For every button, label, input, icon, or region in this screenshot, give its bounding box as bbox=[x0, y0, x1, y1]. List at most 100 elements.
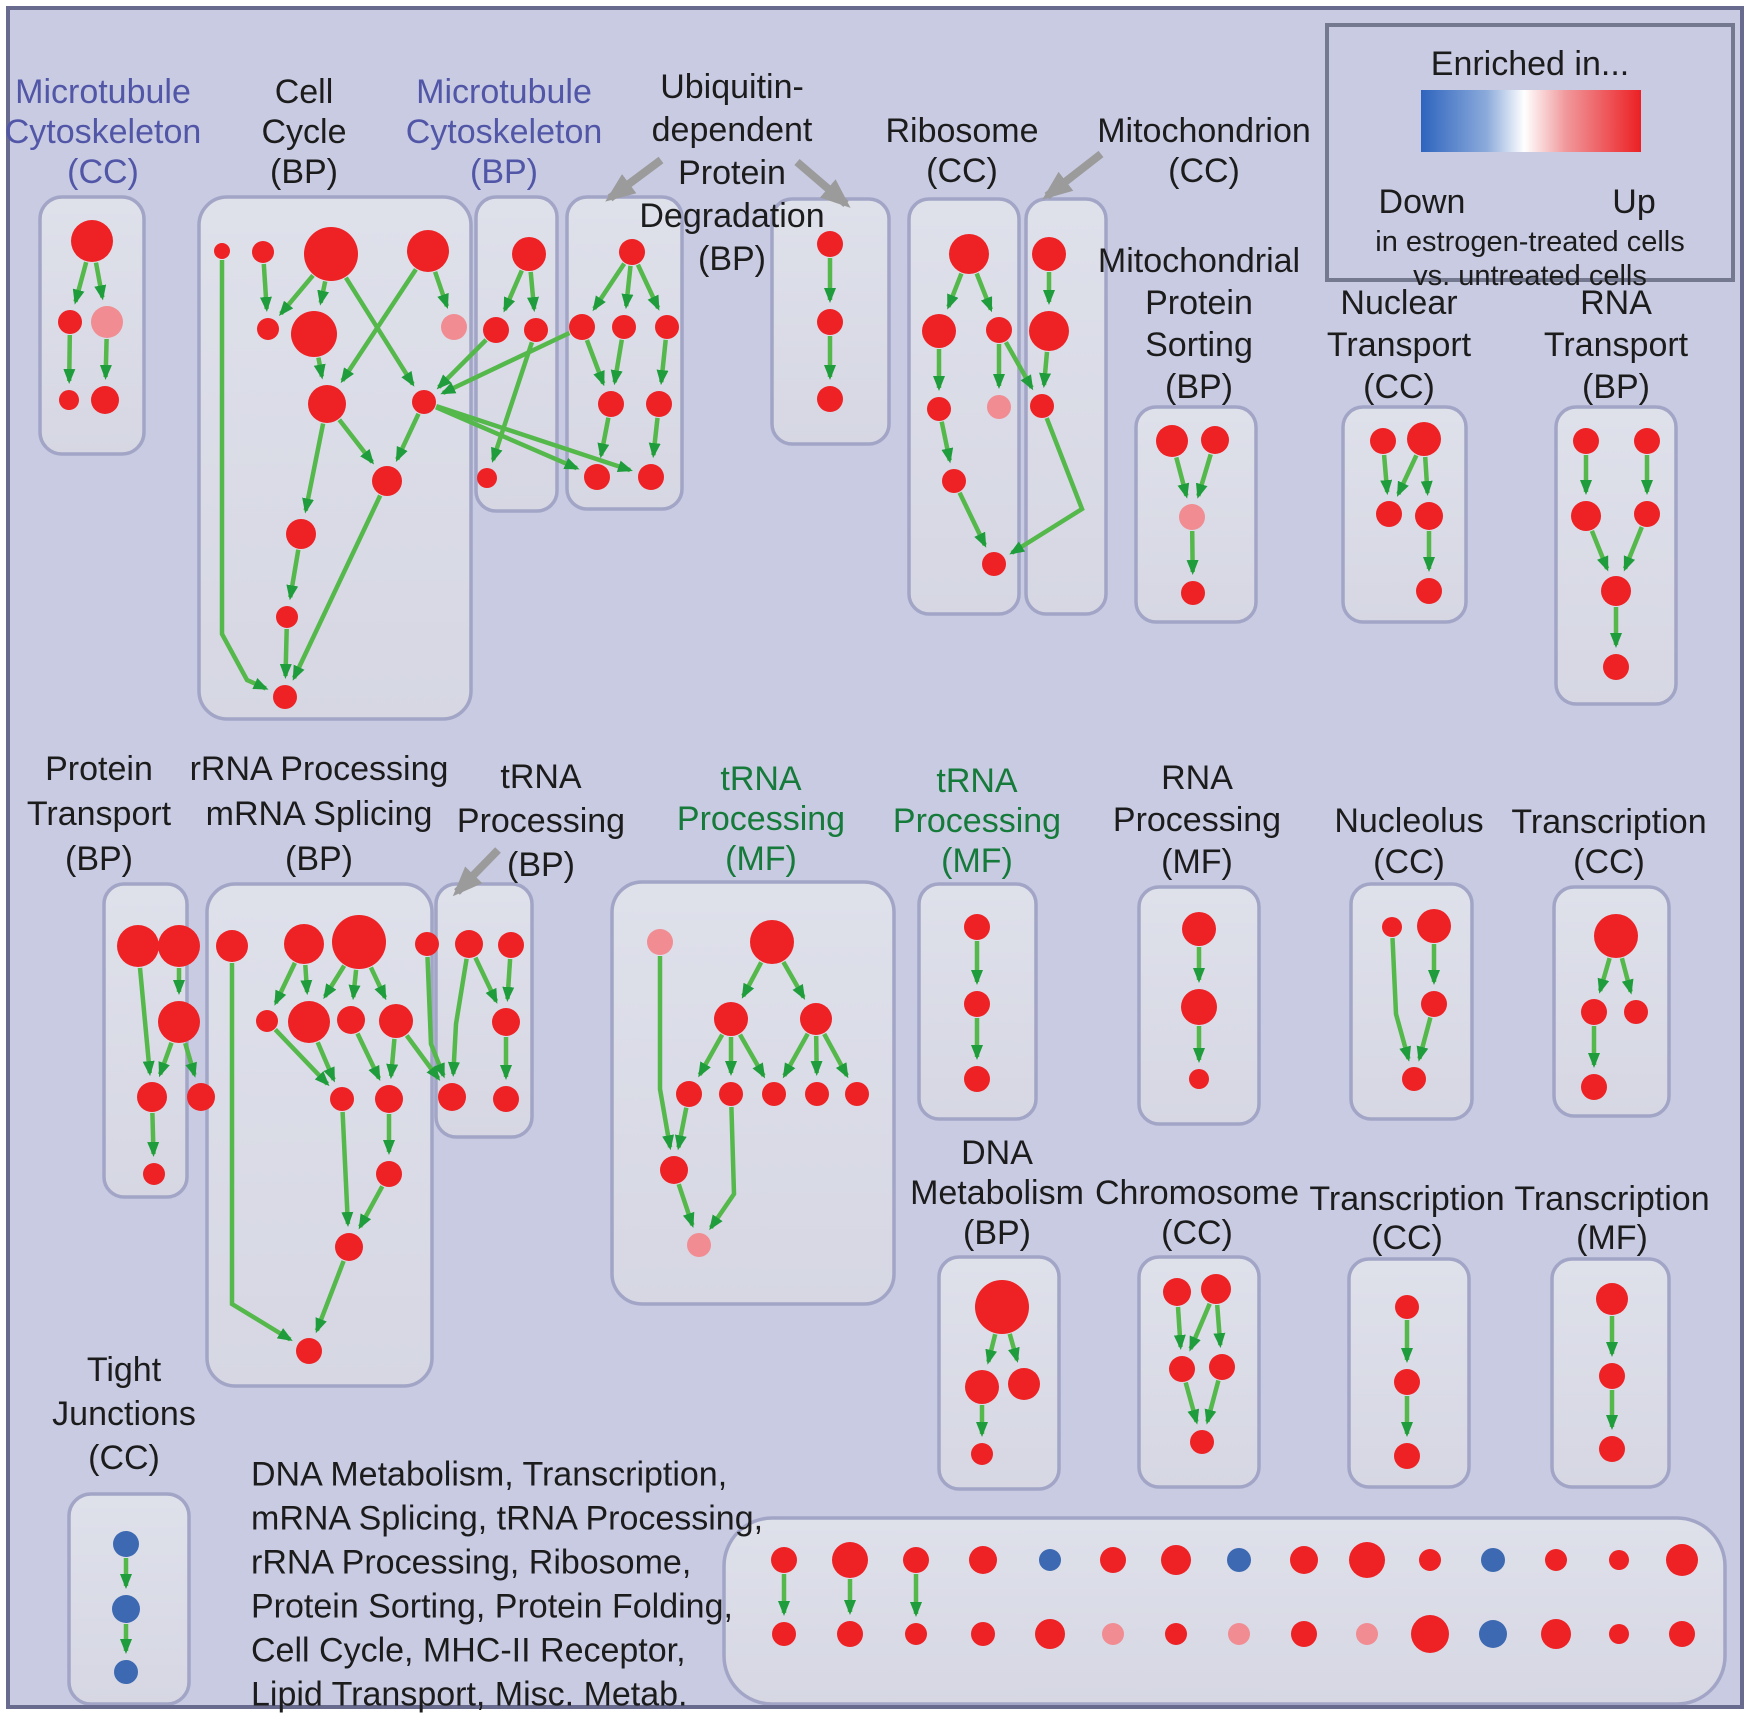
edge-trna-processing-mf-1 bbox=[676, 1183, 695, 1228]
edge-ubiquitin-degradation-bp-1 bbox=[648, 417, 661, 459]
go-term-node bbox=[1209, 1354, 1235, 1380]
go-term-node bbox=[1479, 1620, 1507, 1648]
go-term-node bbox=[1291, 1621, 1317, 1647]
go-term-node bbox=[1228, 1623, 1250, 1645]
go-term-node bbox=[71, 220, 113, 262]
cluster-label-tight-junctions-cc: (CC) bbox=[88, 1439, 160, 1477]
edge-ubiquitin-degradation-bp-1 bbox=[584, 339, 606, 387]
legend-title: Enriched in... bbox=[1430, 45, 1630, 83]
edge-cell-cycle-bp bbox=[337, 418, 375, 465]
edge-trna-processing-mf-1 bbox=[697, 1033, 725, 1078]
edge-trna-processing-bp bbox=[447, 958, 469, 1077]
go-term-node bbox=[1290, 1546, 1318, 1574]
go-term-node bbox=[1156, 425, 1188, 457]
go-term-node bbox=[1599, 1436, 1625, 1462]
edge-cell-cycle-bp bbox=[317, 280, 330, 306]
edge-trna-processing-mf-1 bbox=[822, 1032, 849, 1079]
go-term-node bbox=[137, 1082, 167, 1112]
edge-microtubule-cytoskeleton-cc bbox=[63, 334, 76, 384]
go-term-node bbox=[1609, 1624, 1629, 1644]
go-term-node bbox=[1417, 909, 1451, 943]
cross-cellcycle-to-ubiquitin1-a bbox=[435, 405, 580, 471]
edge-mitochondrial-protein-sorting-bp bbox=[1174, 456, 1190, 499]
go-term-node bbox=[1394, 1443, 1420, 1469]
cluster-label-cell-cycle-bp: Cycle bbox=[261, 113, 347, 151]
edge-cell-cycle-bp bbox=[291, 494, 383, 681]
go-term-node bbox=[1356, 1623, 1378, 1645]
go-term-node bbox=[288, 1001, 330, 1043]
edge-cell-cycle-bp bbox=[302, 423, 326, 514]
misc-category-list-line: rRNA Processing, Ribosome, bbox=[251, 1543, 692, 1582]
cluster-box-rrna-processing-mrna-splicing-bp bbox=[205, 882, 434, 1388]
go-term-node bbox=[1545, 1549, 1567, 1571]
edge-rrna-processing-mrna-splicing-bp bbox=[229, 963, 293, 1342]
edge-transcription-cc-upper bbox=[1619, 957, 1634, 995]
go-term-node bbox=[376, 1161, 402, 1187]
go-term-node bbox=[492, 1008, 520, 1036]
edge-dna-metabolism-bp bbox=[1007, 1333, 1020, 1363]
cluster-label-nuclear-transport-cc: Transport bbox=[1326, 326, 1472, 364]
edge-trna-processing-bp bbox=[473, 956, 499, 1004]
cluster-box-nuclear-transport-cc bbox=[1341, 405, 1468, 624]
edge-cell-cycle-bp bbox=[278, 273, 315, 316]
go-term-node bbox=[1634, 501, 1660, 527]
legend-up-label: Up bbox=[1612, 183, 1656, 221]
edge-rrna-processing-mrna-splicing-bp bbox=[358, 1185, 385, 1230]
go-term-node bbox=[1603, 654, 1629, 680]
go-term-node bbox=[1376, 501, 1402, 527]
edge-microtubule-cytoskeleton-bp bbox=[490, 341, 535, 463]
misc-category-list-line: DNA Metabolism, Transcription, bbox=[251, 1455, 728, 1494]
edge-trna-processing-bp bbox=[502, 958, 515, 1002]
cluster-label-rrna-processing-mrna-splicing-bp: rRNA Processing bbox=[189, 750, 449, 788]
go-term-node bbox=[379, 1004, 413, 1038]
go-term-node bbox=[91, 386, 119, 414]
cluster-label-chromosome-cc: Chromosome bbox=[1094, 1174, 1300, 1212]
go-term-node bbox=[660, 1156, 688, 1184]
go-term-node bbox=[1421, 991, 1447, 1017]
cluster-label-rrna-processing-mrna-splicing-bp: (BP) bbox=[285, 840, 353, 878]
cluster-label-mitochondrial-protein-sorting-bp: Mitochondrial bbox=[1097, 242, 1301, 280]
cluster-label-microtubule-cytoskeleton-cc: (CC) bbox=[67, 153, 139, 191]
edge-dna-metabolism-bp bbox=[985, 1333, 998, 1365]
cluster-label-trna-processing-bp: tRNA bbox=[500, 758, 582, 796]
go-term-node bbox=[407, 230, 449, 272]
go-term-node bbox=[927, 397, 951, 421]
go-term-node bbox=[214, 243, 230, 259]
cluster-box-nucleolus-cc bbox=[1349, 882, 1474, 1121]
go-term-node bbox=[441, 314, 467, 340]
cluster-box-dna-metabolism-bp bbox=[937, 1255, 1061, 1491]
go-term-node bbox=[1189, 1069, 1209, 1089]
go-term-node bbox=[1419, 1549, 1441, 1571]
go-term-node bbox=[308, 385, 346, 423]
go-term-node bbox=[375, 1085, 403, 1113]
edge-cell-cycle-bp bbox=[395, 412, 421, 463]
edge-nucleolus-cc bbox=[1416, 1016, 1433, 1062]
cluster-label-protein-transport-bp: Transport bbox=[26, 795, 172, 833]
cluster-box-misc-categories bbox=[722, 1516, 1727, 1705]
legend-subline-2: vs. untreated cells bbox=[1413, 260, 1647, 292]
edge-rna-transport-bp bbox=[1589, 530, 1610, 572]
cluster-label-microtubule-cytoskeleton-cc: Microtubule bbox=[15, 73, 191, 111]
go-term-node bbox=[837, 1621, 863, 1647]
go-term-node bbox=[113, 1531, 139, 1557]
go-term-node bbox=[1035, 1619, 1065, 1649]
edge-trna-processing-mf-1 bbox=[781, 960, 806, 1000]
go-term-node bbox=[524, 318, 548, 342]
go-term-node bbox=[58, 310, 82, 334]
cluster-label-nuclear-transport-cc: Nuclear bbox=[1340, 284, 1458, 322]
ubiquitin-right-pointer bbox=[794, 158, 851, 208]
go-term-node bbox=[1541, 1619, 1571, 1649]
edge-ribosome-cc bbox=[974, 272, 993, 313]
go-term-node bbox=[647, 929, 673, 955]
go-term-node bbox=[1165, 1623, 1187, 1645]
cluster-label-nuclear-transport-cc: (CC) bbox=[1363, 368, 1435, 406]
go-term-node bbox=[512, 237, 546, 271]
go-term-node bbox=[1402, 1067, 1426, 1091]
go-term-node bbox=[1102, 1623, 1124, 1645]
cluster-label-trna-processing-mf-1: (MF) bbox=[725, 840, 797, 878]
go-term-node bbox=[1415, 502, 1443, 530]
go-term-node bbox=[483, 317, 509, 343]
cluster-label-mitochondrial-protein-sorting-bp: Sorting bbox=[1145, 326, 1253, 364]
cluster-label-tight-junctions-cc: Tight bbox=[86, 1351, 162, 1389]
cluster-label-ubiquitin-degradation-bp-1: Degradation bbox=[639, 197, 825, 235]
